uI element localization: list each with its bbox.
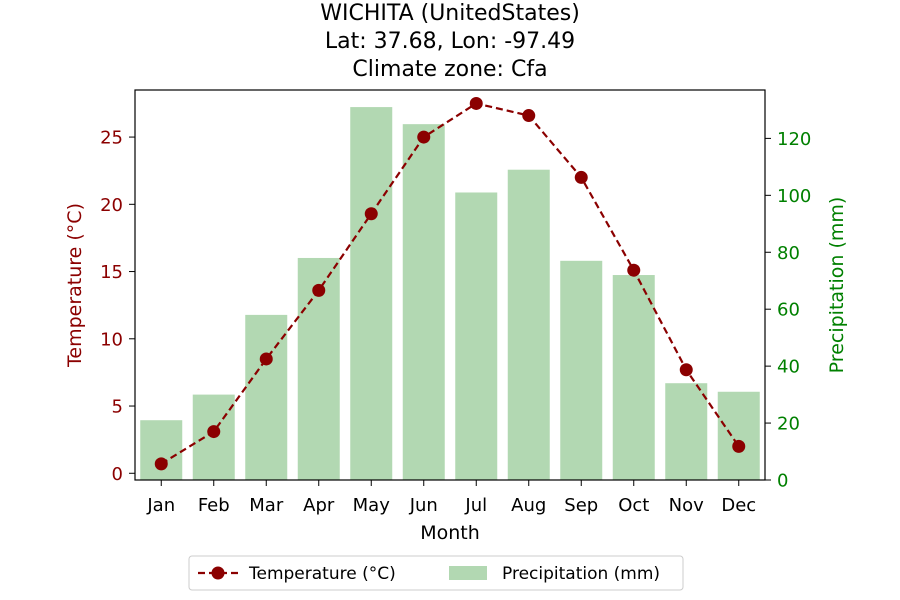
left-tick-label: 10 [100, 329, 123, 350]
precipitation-bars [140, 107, 760, 481]
right-tick-label: 120 [777, 129, 811, 150]
precip-bar-aug [507, 169, 550, 481]
x-axis-ticks: Jan Feb Mar Apr May Jun Jul Aug Sep Oct Nov Dec [146, 480, 756, 516]
x-tick-label-apr: Apr [303, 495, 335, 516]
right-tick-label: 40 [777, 357, 800, 378]
x-tick-label-nov: Nov [669, 495, 704, 516]
left-tick-label: 25 [100, 128, 123, 149]
chart-title-line1: WICHITA (UnitedStates) [320, 1, 580, 26]
right-axis-label: Precipitation (mm) [826, 197, 848, 374]
left-axis-label: Temperature (°C) [64, 203, 86, 368]
legend-precipitation-label: Precipitation (mm) [502, 564, 660, 584]
x-tick-label-jan: Jan [146, 495, 175, 516]
right-tick-label: 20 [777, 414, 800, 435]
legend-precipitation-swatch [449, 566, 487, 580]
temp-point-aug [522, 109, 536, 123]
x-tick-label-oct: Oct [618, 495, 649, 516]
left-axis-ticks: 0 5 10 15 20 25 [100, 128, 135, 485]
legend: Temperature (°C) Precipitation (mm) [188, 555, 684, 591]
temp-point-jun [417, 130, 431, 144]
temp-point-jul [469, 96, 483, 110]
precip-bar-jan [140, 420, 183, 480]
right-tick-label: 0 [777, 471, 788, 492]
chart-title-line2: Lat: 37.68, Lon: -97.49 [324, 29, 576, 54]
precip-bar-may [350, 107, 393, 480]
chart-title-line3: Climate zone: Cfa [352, 57, 548, 82]
temp-point-may [364, 207, 378, 221]
right-tick-label: 80 [777, 243, 800, 264]
temp-point-mar [259, 352, 273, 366]
x-tick-label-feb: Feb [198, 495, 230, 516]
temperature-line [154, 96, 746, 471]
temp-point-jan [154, 457, 168, 471]
left-tick-label: 15 [100, 262, 123, 283]
x-tick-label-dec: Dec [721, 495, 756, 516]
right-tick-label: 60 [777, 300, 800, 321]
precip-bar-jul [455, 192, 498, 480]
left-tick-label: 5 [112, 397, 123, 418]
left-tick-label: 20 [100, 195, 123, 216]
precip-bar-oct [612, 275, 655, 480]
right-axis-ticks: 0 20 40 60 80 100 120 [765, 129, 811, 492]
temp-point-dec [732, 439, 746, 453]
temperature-polyline [160, 102, 740, 465]
x-tick-label-mar: Mar [249, 495, 284, 516]
precip-bar-nov [665, 383, 708, 480]
temp-point-oct [627, 263, 641, 277]
temp-point-apr [312, 283, 326, 297]
x-tick-label-jun: Jun [409, 495, 438, 516]
precip-bar-mar [245, 314, 288, 480]
x-tick-label-jul: Jul [464, 495, 487, 516]
temp-point-nov [679, 363, 693, 377]
legend-temperature-marker [211, 566, 225, 580]
legend-box [188, 555, 684, 591]
x-tick-label-may: May [353, 495, 391, 516]
plot-frame [134, 89, 766, 481]
x-tick-label-aug: Aug [511, 495, 546, 516]
legend-temperature-label: Temperature (°C) [248, 564, 396, 584]
right-tick-label: 100 [777, 186, 811, 207]
precip-bar-jun [402, 124, 445, 480]
temp-point-feb [207, 425, 221, 439]
precip-bar-sep [560, 260, 603, 480]
x-tick-label-sep: Sep [564, 495, 598, 516]
temp-point-sep [574, 170, 588, 184]
x-axis-label: Month [420, 522, 480, 544]
precip-bar-dec [717, 391, 760, 480]
left-tick-label: 0 [112, 464, 123, 485]
